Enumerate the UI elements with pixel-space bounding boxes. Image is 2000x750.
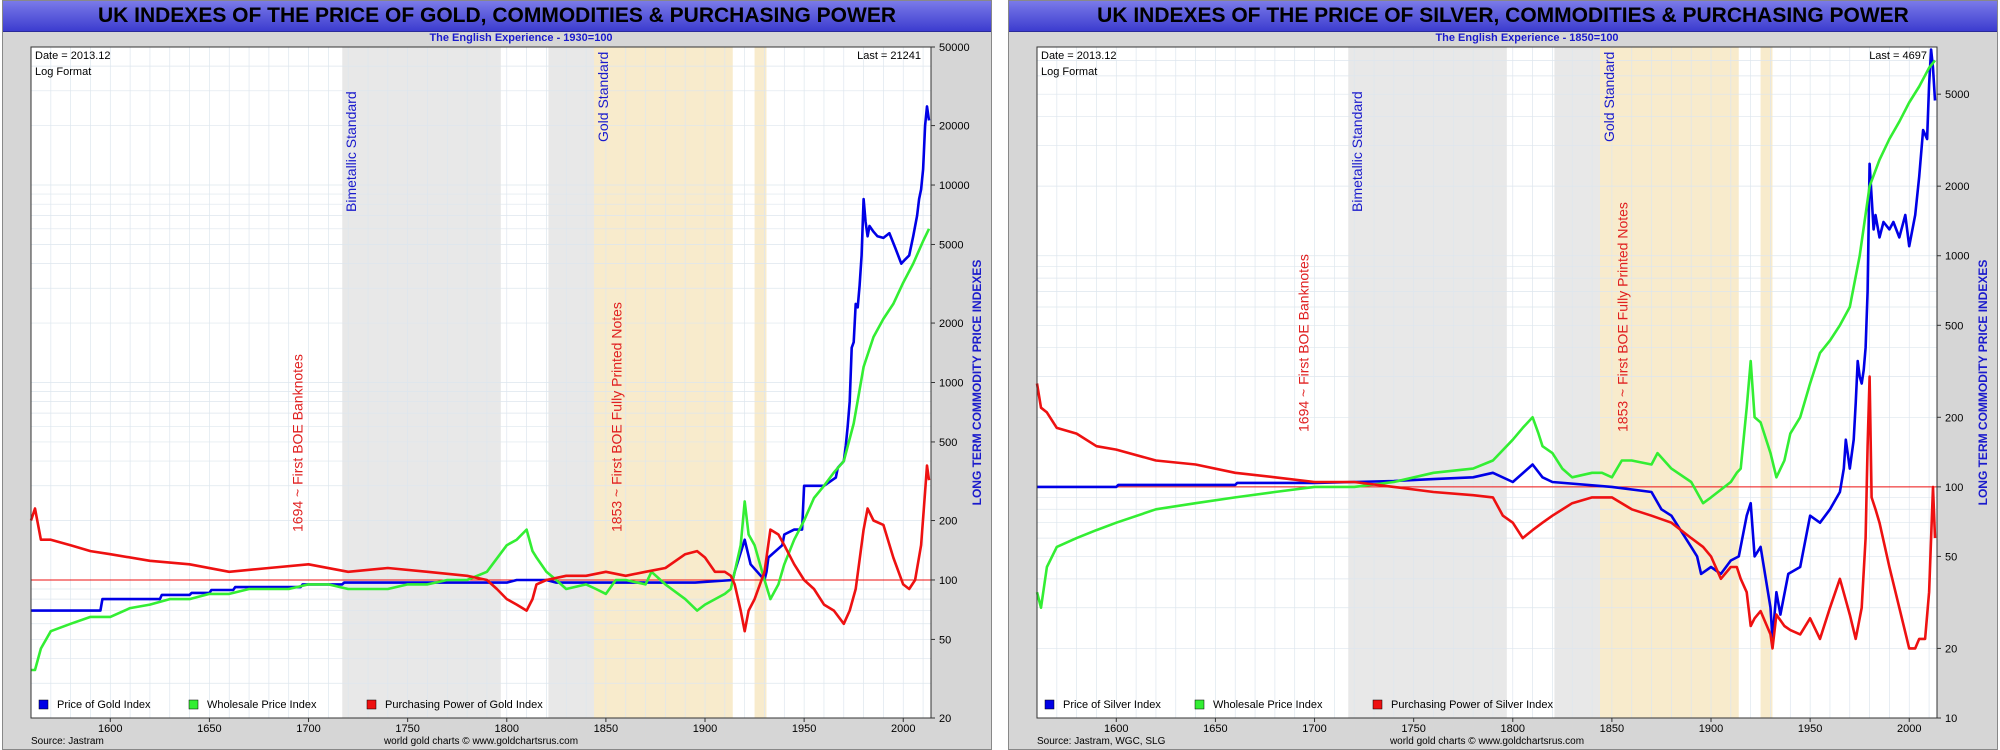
right-format-label: Log Format — [1041, 66, 1097, 78]
right-band-1 — [1554, 47, 1600, 718]
left-subtitle: The English Experience - 1930=100 — [429, 32, 612, 44]
left-legend-swatch-1 — [188, 699, 199, 710]
right-y-axis-label: LONG TERM COMMODITY PRICE INDEXES — [1976, 260, 1990, 506]
left-chart-svg: Bimetallic Standard Gold Standard 1694 ~ F… — [29, 32, 984, 747]
left-y-tick-label: 500 — [939, 437, 957, 449]
right-band-3 — [1760, 47, 1773, 718]
right-y-tick-label: 200 — [1945, 412, 1963, 424]
right-chart-svg: Bimetallic Standard Gold Standard 1694 ~ F… — [1035, 32, 1990, 747]
right-x-tick-label: 1700 — [1302, 723, 1326, 735]
left-legend-label-2: Purchasing Power of Gold Index — [385, 699, 543, 711]
right-last-label: Last = 4697 — [1869, 50, 1927, 62]
left-legend-swatch-0 — [38, 699, 49, 710]
right-x-tick-label: 1950 — [1798, 723, 1822, 735]
left-chart-panel: UK INDEXES OF THE PRICE OF GOLD, COMMODI… — [2, 0, 992, 750]
left-legend-swatch-2 — [366, 699, 377, 710]
right-legend-swatch-0 — [1044, 699, 1055, 710]
right-chart-title: UK INDEXES OF THE PRICE OF SILVER, COMMO… — [1009, 1, 1997, 32]
right-x-tick-label: 1850 — [1600, 723, 1624, 735]
left-printed-notes-label: 1853 ~ First BOE Fully Printed Notes — [609, 302, 625, 532]
left-date-label: Date = 2013.12 — [35, 50, 111, 62]
left-x-tick-label: 1850 — [594, 723, 618, 735]
left-y-tick-label: 10000 — [939, 180, 970, 192]
right-x-tick-label: 2000 — [1897, 723, 1921, 735]
left-y-tick-label: 50000 — [939, 42, 970, 54]
left-bimetallic-label: Bimetallic Standard — [343, 91, 359, 212]
right-subtitle: The English Experience - 1850=100 — [1435, 32, 1618, 44]
right-series-1 — [1035, 59, 1937, 610]
right-plot-frame — [1036, 46, 1938, 719]
right-x-tick-label: 1600 — [1104, 723, 1128, 735]
left-x-tick-label: 1900 — [693, 723, 717, 735]
right-legend-swatch-1 — [1194, 699, 1205, 710]
right-x-tick-label: 1800 — [1501, 723, 1525, 735]
left-series-1 — [31, 228, 931, 672]
left-gold-standard-label: Gold Standard — [595, 52, 611, 142]
left-x-tick-label: 1950 — [792, 723, 816, 735]
left-x-tick-label: 1800 — [495, 723, 519, 735]
right-series-0 — [1037, 48, 1937, 641]
left-y-tick-label: 50 — [939, 634, 951, 646]
right-legend-label-0: Price of Silver Index — [1063, 699, 1161, 711]
right-banknotes-label: 1694 ~ First BOE Banknotes — [1296, 254, 1312, 432]
left-y-tick-label: 100 — [939, 575, 957, 587]
right-y-tick-label: 1000 — [1945, 251, 1969, 263]
right-y-tick-label: 100 — [1945, 482, 1963, 494]
right-legend-swatch-2 — [1372, 699, 1383, 710]
left-y-axis-label: LONG TERM COMMODITY PRICE INDEXES — [970, 260, 984, 506]
right-y-tick-label: 50 — [1945, 551, 1957, 563]
left-x-tick-label: 1700 — [296, 723, 320, 735]
right-legend-label-2: Purchasing Power of Silver Index — [1391, 699, 1554, 711]
left-x-tick-label: 2000 — [891, 723, 915, 735]
right-source: Source: Jastram, WGC, SLG — [1037, 736, 1166, 747]
right-gold-standard-label: Gold Standard — [1601, 52, 1617, 142]
left-source: Source: Jastram — [31, 736, 104, 747]
left-banknotes-label: 1694 ~ First BOE Banknotes — [290, 354, 306, 532]
right-chart-panel: UK INDEXES OF THE PRICE OF SILVER, COMMO… — [1008, 0, 1998, 750]
left-y-tick-label: 200 — [939, 516, 957, 528]
left-credit: world gold charts © www.goldchartsrus.co… — [383, 736, 578, 747]
right-date-label: Date = 2013.12 — [1041, 50, 1117, 62]
left-legend-label-1: Wholesale Price Index — [207, 699, 317, 711]
right-y-tick-label: 2000 — [1945, 181, 1969, 193]
left-legend-label-0: Price of Gold Index — [57, 699, 151, 711]
right-series-2 — [1035, 375, 1937, 650]
left-chart-title: UK INDEXES OF THE PRICE OF GOLD, COMMODI… — [3, 1, 991, 32]
right-band-2 — [1599, 47, 1739, 718]
left-x-tick-label: 1600 — [98, 723, 122, 735]
left-format-label: Log Format — [35, 66, 91, 78]
left-y-tick-label: 1000 — [939, 378, 963, 390]
left-y-tick-label: 20 — [939, 713, 951, 725]
right-printed-notes-label: 1853 ~ First BOE Fully Printed Notes — [1615, 202, 1631, 432]
right-y-tick-label: 500 — [1945, 320, 1963, 332]
left-y-tick-label: 20000 — [939, 121, 970, 133]
right-y-tick-label: 20 — [1945, 643, 1957, 655]
right-y-tick-label: 5000 — [1945, 89, 1969, 101]
right-grid — [1037, 47, 1937, 718]
left-x-tick-label: 1650 — [197, 723, 221, 735]
right-band-0 — [1348, 47, 1507, 718]
right-legend-label-1: Wholesale Price Index — [1213, 699, 1323, 711]
right-x-tick-label: 1900 — [1699, 723, 1723, 735]
right-bimetallic-label: Bimetallic Standard — [1349, 91, 1365, 212]
left-series-0 — [31, 105, 931, 612]
left-y-tick-label: 2000 — [939, 318, 963, 330]
left-y-tick-label: 5000 — [939, 239, 963, 251]
left-x-tick-label: 1750 — [395, 723, 419, 735]
right-credit: world gold charts © www.goldchartsrus.co… — [1389, 736, 1584, 747]
right-x-tick-label: 1750 — [1401, 723, 1425, 735]
right-x-tick-label: 1650 — [1203, 723, 1227, 735]
left-grid — [31, 47, 931, 718]
left-last-label: Last = 21241 — [857, 50, 921, 62]
left-series-2 — [29, 464, 931, 633]
right-y-tick-label: 10 — [1945, 713, 1957, 725]
